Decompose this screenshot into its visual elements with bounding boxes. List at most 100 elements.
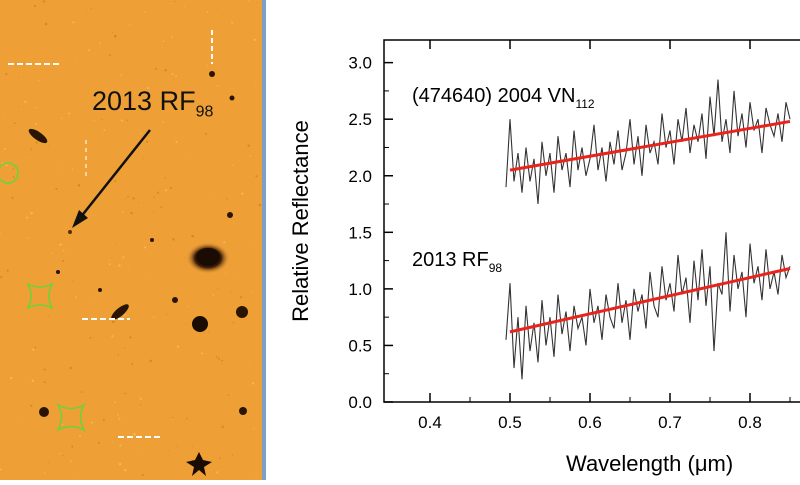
sky-noise-dot xyxy=(172,416,174,419)
sky-noise-dot xyxy=(232,321,235,324)
sky-noise-dot xyxy=(43,472,46,474)
sky-noise-dot xyxy=(164,189,168,192)
sky-noise-dot xyxy=(114,180,117,182)
sky-noise-dot xyxy=(219,457,221,459)
sky-noise-dot xyxy=(70,460,72,462)
sky-noise-dot xyxy=(169,186,172,189)
sky-noise-dot xyxy=(60,117,63,119)
sky-noise-dot xyxy=(175,140,178,144)
sky-noise-dot xyxy=(126,119,128,122)
sky-noise-dot xyxy=(231,21,234,24)
sky-noise-dot xyxy=(33,5,37,8)
spectrum-line-1 xyxy=(505,79,791,205)
sky-noise-dot xyxy=(251,382,255,385)
sky-noise-dot xyxy=(111,441,114,443)
sky-noise-dot xyxy=(10,376,13,380)
sky-noise-dot xyxy=(216,471,219,474)
sky-noise-dot xyxy=(32,348,35,351)
sky-noise-dot xyxy=(145,271,147,273)
sky-noise-dot xyxy=(248,362,250,364)
target-label: 2013 RF98 xyxy=(92,86,214,121)
sky-noise-dot xyxy=(58,452,61,455)
sky-noise-dot xyxy=(222,14,224,16)
sky-noise-dot xyxy=(147,86,150,90)
sky-noise-dot xyxy=(176,345,180,348)
sky-noise-dot xyxy=(65,227,67,229)
sky-noise-dot xyxy=(164,177,166,179)
sky-noise-dot xyxy=(85,244,87,246)
sky-noise-dot xyxy=(152,316,155,319)
sky-noise-dot xyxy=(29,157,30,158)
sky-noise-dot xyxy=(128,24,131,26)
sky-noise-dot xyxy=(130,211,133,215)
sky-noise-dot xyxy=(171,3,172,5)
sky-noise-dot xyxy=(89,302,91,304)
x-tick-label: 0.5 xyxy=(498,413,522,432)
sky-noise-dot xyxy=(62,249,65,252)
sky-noise-dot xyxy=(90,421,93,424)
sky-noise-dot xyxy=(176,445,178,447)
bright-star xyxy=(186,452,212,476)
sky-noise-dot xyxy=(0,232,1,235)
sky-noise-dot xyxy=(27,237,29,240)
sky-noise-dot xyxy=(123,347,126,349)
sky-noise-dot xyxy=(139,133,142,135)
y-tick-label: 2.0 xyxy=(348,167,372,186)
sky-noise-dot xyxy=(119,444,122,447)
sky-noise-dot xyxy=(102,418,105,421)
sky-noise-dot xyxy=(145,140,149,143)
sky-noise-dot xyxy=(115,242,117,244)
sky-noise-dot xyxy=(124,314,126,316)
sky-noise-dot xyxy=(149,359,153,363)
sky-noise-dot xyxy=(108,259,110,261)
sky-noise-dot xyxy=(241,192,244,195)
sky-noise-dot xyxy=(161,47,163,49)
sky-noise-dot xyxy=(101,119,103,121)
sky-noise-dot xyxy=(43,17,45,19)
sky-noise-dot xyxy=(71,445,74,448)
sky-noise-dot xyxy=(11,196,14,199)
sky-noise-dot xyxy=(55,187,58,190)
sky-noise-dot xyxy=(159,183,161,185)
sky-noise-dot xyxy=(162,40,165,43)
sky-noise-dot xyxy=(204,132,207,135)
sky-noise-dot xyxy=(34,346,37,349)
sky-noise-dot xyxy=(191,76,193,78)
sky-noise-dot xyxy=(89,336,92,339)
sky-noise-dot xyxy=(162,121,164,123)
sky-noise-dot xyxy=(144,10,146,13)
y-tick-label: 1.5 xyxy=(348,223,372,242)
sky-noise-dot xyxy=(34,122,38,126)
sky-noise-dot xyxy=(62,454,64,457)
star xyxy=(98,288,102,292)
sky-noise-dot xyxy=(201,352,204,355)
sky-noise-dot xyxy=(127,195,129,198)
plot-frame xyxy=(383,39,800,403)
sky-noise-dot xyxy=(141,474,144,477)
sky-noise-dot xyxy=(72,21,75,24)
sky-noise-dot xyxy=(233,272,235,274)
star xyxy=(39,407,49,417)
sky-noise-dot xyxy=(137,201,139,203)
sky-noise-dot xyxy=(131,363,134,366)
sky-noise-dot xyxy=(118,463,122,466)
sky-noise-dot xyxy=(174,0,176,2)
sky-noise-dot xyxy=(30,148,33,150)
sky-noise-dot xyxy=(108,263,111,266)
sky-noise-dot xyxy=(47,314,49,317)
sky-noise-dot xyxy=(30,211,33,215)
sky-noise-dot xyxy=(184,256,186,258)
sky-noise-dot xyxy=(61,423,64,426)
sky-noise-dot xyxy=(25,216,29,219)
sky-noise-dot xyxy=(164,69,167,72)
sky-noise-dot xyxy=(19,422,21,424)
sky-noise-dot xyxy=(168,450,170,452)
sky-noise-dot xyxy=(256,2,257,3)
galaxy-core xyxy=(196,248,220,266)
sky-noise-dot xyxy=(223,241,226,244)
sky-noise-dot xyxy=(79,434,81,437)
sky-noise-dot xyxy=(112,320,115,324)
y-tick-label: 2.5 xyxy=(348,110,372,129)
sky-noise-dot xyxy=(175,74,178,77)
sky-noise-dot xyxy=(171,35,174,38)
